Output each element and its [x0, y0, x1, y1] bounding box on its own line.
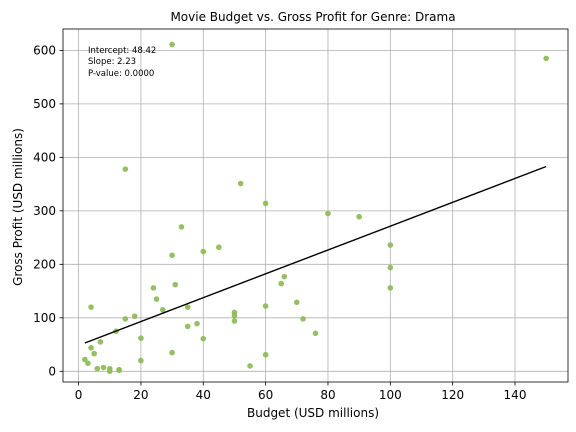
plot-frame [62, 28, 569, 383]
data-point [88, 304, 94, 310]
data-point [159, 306, 166, 313]
data-point [387, 285, 394, 291]
data-point [194, 320, 200, 327]
data-point [169, 41, 175, 48]
y-tick-label: 100 [33, 311, 56, 325]
data-points [82, 41, 549, 375]
annotation-slope: Slope: 2.23 [88, 57, 136, 67]
data-point [200, 248, 207, 255]
data-point [150, 285, 157, 291]
y-tick-label: 500 [33, 97, 56, 111]
y-axis-ticks: 0 100 200 300 400 500 600 [33, 43, 63, 378]
grid [63, 29, 568, 382]
data-point [200, 335, 207, 342]
x-tick-label: 120 [441, 388, 464, 402]
x-axis-label: Budget (USD millions) [247, 406, 379, 420]
data-point [82, 356, 88, 363]
data-point [237, 180, 244, 187]
data-point [184, 323, 191, 330]
data-point [94, 365, 101, 372]
x-tick-label: 140 [504, 388, 527, 402]
annotation-intercept: Intercept: 48.42 [88, 46, 156, 56]
data-point [231, 318, 238, 324]
x-tick-label: 100 [379, 388, 402, 402]
data-point [169, 349, 175, 356]
y-tick-label: 600 [33, 43, 56, 57]
data-point [278, 280, 285, 287]
data-point [153, 296, 160, 302]
data-point [131, 313, 138, 320]
y-tick-label: 400 [33, 150, 56, 164]
annotation-pvalue: P-value: 0.0000 [88, 69, 154, 79]
data-point [169, 252, 175, 259]
data-point [247, 363, 253, 369]
data-point [138, 335, 144, 341]
data-point [116, 367, 122, 374]
data-point [97, 339, 104, 345]
data-point [387, 264, 394, 271]
x-tick-label: 80 [320, 388, 335, 402]
x-tick-label: 20 [133, 388, 148, 402]
x-tick-label: 40 [196, 388, 211, 402]
y-tick-label: 0 [48, 364, 56, 378]
data-point [543, 55, 549, 62]
data-point [312, 330, 319, 337]
data-point [281, 273, 288, 280]
data-point [231, 312, 238, 319]
data-point [216, 244, 222, 251]
x-tick-label: 0 [75, 388, 83, 402]
data-point [387, 242, 394, 248]
data-point [300, 316, 306, 322]
data-point [100, 364, 107, 371]
data-point [262, 200, 269, 207]
data-point [356, 213, 362, 220]
data-point [106, 365, 113, 372]
y-tick-label: 200 [33, 257, 56, 271]
data-point [91, 350, 97, 357]
data-point [122, 316, 129, 322]
data-point [325, 210, 331, 217]
data-point [138, 357, 144, 364]
x-tick-label: 60 [258, 388, 273, 402]
y-tick-label: 300 [33, 204, 56, 218]
y-axis-label: Gross Profit (USD millions) [11, 128, 25, 286]
data-point [172, 281, 179, 288]
chart-title: Movie Budget vs. Gross Profit for Genre:… [170, 10, 455, 24]
data-point [262, 303, 269, 309]
data-point [88, 344, 94, 351]
data-point [262, 351, 269, 358]
data-point [122, 166, 129, 172]
data-point [293, 299, 300, 306]
data-point [178, 224, 185, 230]
x-axis-ticks: 0 20 40 60 80 100 120 140 [75, 382, 527, 402]
data-point [184, 304, 191, 310]
data-point [85, 360, 91, 367]
regression-line [84, 165, 547, 344]
